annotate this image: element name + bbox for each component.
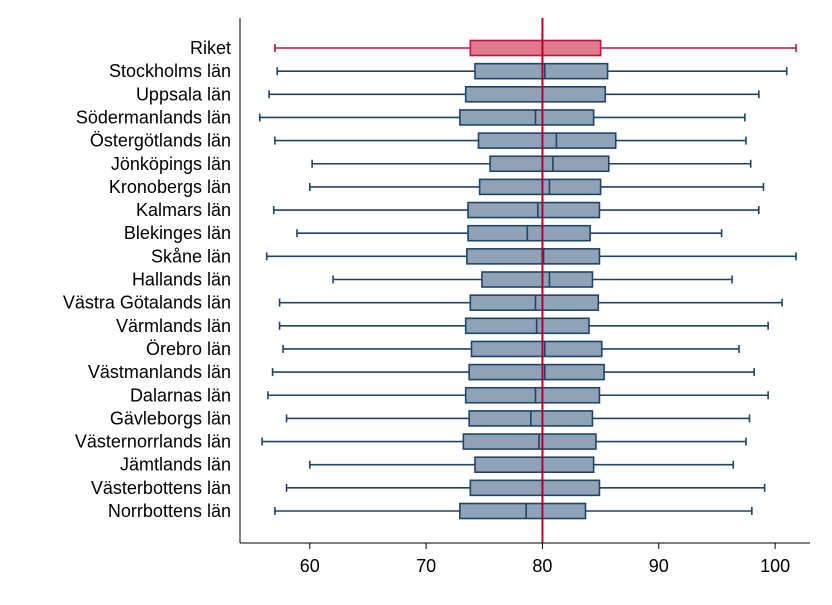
box-västmanlands-län [271, 363, 755, 381]
category-label-skåne-län: Skåne län [151, 246, 231, 266]
box-series [258, 39, 797, 520]
category-label-gävleborgs-län: Gävleborgs län [110, 408, 231, 428]
box-kalmars-län [272, 201, 760, 219]
category-label-västernorrlands-län: Västernorrlands län [75, 432, 231, 452]
iqr-box-kalmars-län [467, 201, 601, 219]
iqr-box-stockholms-län [474, 62, 609, 80]
box-hallands-län [332, 271, 733, 288]
box-norrbottens-län [274, 502, 753, 520]
category-label-västra-götalands-län: Västra Götalands län [63, 293, 231, 313]
category-label-södermanlands-län: Södermanlands län [76, 107, 231, 127]
box-västra-götalands-län [278, 294, 783, 311]
x-tick-label-90: 90 [649, 556, 669, 576]
box-kronobergs-län [308, 178, 765, 196]
iqr-box-uppsala-län [464, 86, 607, 103]
category-label-riket: Riket [190, 38, 231, 58]
category-label-västerbottens-län: Västerbottens län [91, 478, 231, 498]
x-axis-ticks: 60 70 80 90 100 [300, 543, 790, 576]
box-stockholms-län [276, 62, 788, 80]
category-label-norrbottens-län: Norrbottens län [108, 501, 231, 521]
iqr-box-västerbottens-län [469, 479, 601, 497]
category-label-kronobergs-län: Kronobergs län [109, 177, 231, 197]
x-tick-label-60: 60 [300, 556, 320, 576]
iqr-box-jönköpings-län [489, 155, 610, 173]
category-labels: Riket Stockholms län Uppsala län Södermanla… [63, 38, 231, 521]
category-label-dalarnas-län: Dalarnas län [130, 385, 231, 405]
iqr-box-hallands-län [481, 271, 594, 288]
box-skåne-län [265, 248, 797, 265]
box-jönköpings-län [311, 155, 752, 173]
iqr-box-kronobergs-län [478, 178, 602, 196]
category-label-östergötlands-län: Östergötlands län [90, 131, 231, 151]
box-uppsala-län [268, 86, 760, 103]
box-västerbottens-län [285, 479, 766, 497]
iqr-box-norrbottens-län [459, 502, 587, 520]
category-label-kalmars-län: Kalmars län [136, 200, 231, 220]
category-label-västmanlands-län: Västmanlands län [88, 362, 231, 382]
iqr-box-skåne-län [466, 248, 601, 265]
category-label-jämtlands-län: Jämtlands län [120, 455, 231, 475]
box-örebro-län [282, 340, 740, 358]
box-gävleborgs-län [285, 410, 751, 427]
iqr-box-västra-götalands-län [469, 294, 600, 311]
iqr-box-västernorrlands-län [462, 433, 597, 450]
category-label-värmlands-län: Värmlands län [116, 316, 231, 336]
box-riket [274, 39, 797, 57]
x-tick-label-100: 100 [760, 556, 790, 576]
category-label-örebro-län: Örebro län [146, 339, 231, 359]
category-label-stockholms-län: Stockholms län [109, 61, 231, 81]
iqr-box-örebro-län [470, 340, 603, 358]
iqr-box-riket [469, 39, 602, 57]
iqr-box-dalarnas-län [464, 386, 601, 404]
iqr-box-värmlands-län [464, 317, 590, 335]
category-label-uppsala-län: Uppsala län [136, 84, 231, 104]
box-blekinges-län [296, 224, 723, 242]
box-östergötlands-län [274, 132, 747, 149]
iqr-box-jämtlands-län [474, 456, 595, 474]
x-tick-label-70: 70 [416, 556, 436, 576]
box-dalarnas-län [267, 386, 769, 404]
category-label-jönköpings-län: Jönköpings län [111, 154, 231, 174]
iqr-box-södermanlands-län [459, 109, 595, 126]
x-tick-label-80: 80 [532, 556, 552, 576]
box-jämtlands-län [308, 456, 735, 474]
iqr-box-västmanlands-län [468, 363, 605, 381]
iqr-box-östergötlands-län [477, 132, 617, 149]
box-värmlands-län [278, 317, 769, 335]
category-label-hallands-län: Hallands län [132, 270, 231, 290]
box-västernorrlands-län [261, 433, 747, 450]
category-label-blekinges-län: Blekinges län [124, 223, 231, 243]
box-södermanlands-län [258, 109, 746, 126]
iqr-box-blekinges-län [467, 224, 591, 242]
